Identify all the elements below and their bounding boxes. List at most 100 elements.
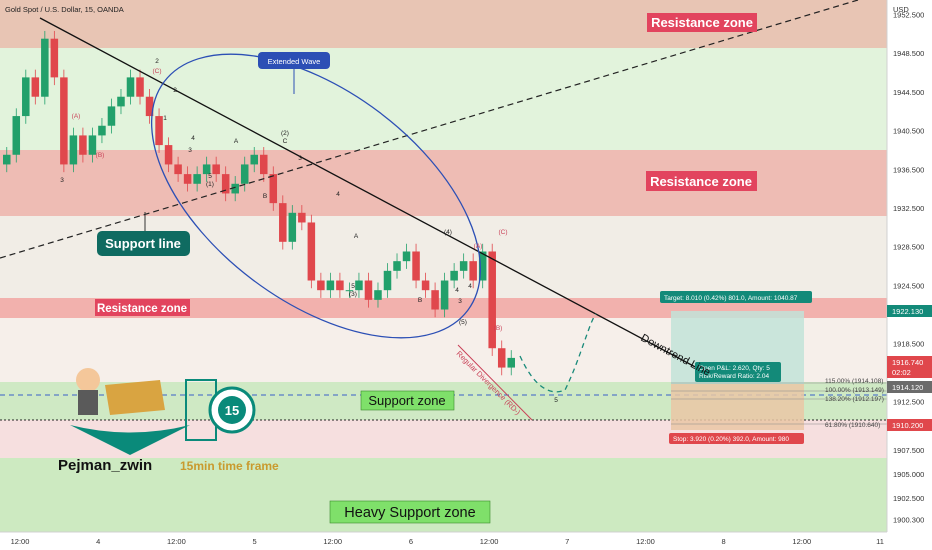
wave-label: 5 (208, 173, 212, 180)
candle-body (164, 145, 173, 165)
logo-gold-pile (105, 380, 165, 415)
support-zone-label: Support zone (368, 393, 445, 408)
stop-label: Stop: 3.920 (0.20%) 392.0, Amount: 980 (673, 436, 789, 443)
price-tick-label: 1940.500 (893, 127, 924, 136)
wave-label: (2) (281, 130, 289, 137)
logo-ribbon (70, 425, 190, 455)
logo-clock-face (218, 396, 246, 424)
author-logo: 15 Pejman_zwin 15min time frame (58, 368, 279, 474)
time-tick-label: 12:00 (480, 537, 499, 546)
candle-body (41, 38, 49, 97)
price-axis[interactable] (887, 0, 932, 532)
candle-body (345, 290, 354, 292)
logo-badge: 15 (225, 403, 239, 418)
candle-body (69, 135, 78, 165)
price-tick-label: 1902.500 (893, 494, 924, 503)
price-tick-label: 1928.500 (893, 243, 924, 252)
heavy-support-zone-label: Heavy Support zone (344, 505, 475, 521)
price-tick-label: 1948.500 (893, 49, 924, 58)
time-tick-label: 12:00 (636, 537, 655, 546)
wave-label: 5 (351, 283, 355, 290)
candle-body (155, 116, 163, 146)
candle-body (269, 174, 278, 204)
price-tag-1914-text: 1914.120 (892, 383, 923, 392)
candle-body (317, 280, 325, 291)
price-tick-label: 1912.500 (893, 397, 924, 406)
candle-body (50, 38, 59, 78)
wave-label: 4 (336, 191, 340, 198)
candle-body (193, 174, 201, 184)
candle-body (136, 77, 144, 97)
logo-author: Pejman_zwin (58, 457, 152, 474)
time-tick-label: 12:00 (323, 537, 342, 546)
price-tick-label: 1918.500 (893, 339, 924, 348)
wave-label: (C) (152, 68, 161, 75)
candle-body (440, 280, 449, 310)
candle-body (431, 290, 439, 310)
candlestick-series (3, 30, 515, 376)
price-tag-1910 (887, 419, 932, 431)
countdown-text: 02:02 (892, 368, 911, 377)
price-tag-current (887, 305, 932, 317)
wave-label: 2 (173, 87, 177, 94)
candle-body (231, 183, 239, 194)
wave-label: 3 (188, 147, 192, 154)
target-label-box (660, 291, 812, 303)
wave-labels: 2(C)12345(2)CAB(1)345(3)AB(A)(B)(4)(5)34… (60, 58, 558, 404)
symbol-title: Gold Spot / U.S. Dollar, 15, OANDA (5, 5, 124, 14)
support-line-label: Support line (105, 236, 181, 251)
candle-body (279, 203, 287, 242)
candle-body (374, 290, 382, 300)
time-tick-label: 12:00 (167, 537, 186, 546)
candle-body (336, 280, 344, 291)
fib-label-138: 138.20% (1912.197) (825, 396, 884, 403)
resistance-zone-low-label: Resistance zone (97, 303, 187, 315)
currency-label: USD (893, 5, 909, 14)
resistance-zone-low-label-box (95, 299, 190, 316)
candle-body (145, 96, 154, 117)
candle-body (22, 77, 30, 117)
candle-body (288, 212, 297, 242)
price-tick-label: 1944.500 (893, 88, 924, 97)
candle-body (107, 106, 116, 126)
time-ticks: 12:00 4 12:00 5 12:00 6 12:00 7 12:00 8 12:00 11 (11, 537, 884, 546)
price-tick-label: 1936.500 (893, 165, 924, 174)
open-pl-label: Open P&L: 2.620, Qty: 5 (699, 365, 770, 372)
divergence-line (457, 344, 533, 421)
wave-label: 2 (155, 58, 159, 65)
time-tick-label: 5 (252, 537, 256, 546)
candle-body (459, 261, 468, 271)
support-line-label-box (97, 231, 190, 256)
wave-label: (4) (444, 229, 452, 236)
projection-path (519, 313, 597, 393)
price-tag-last (887, 356, 932, 378)
open-pl-box (695, 362, 781, 382)
price-tick-label: 1952.500 (893, 11, 924, 20)
wave-label: 4 (468, 283, 472, 290)
wave-label: (A) (474, 243, 483, 250)
candle-body (212, 164, 220, 175)
price-tag-1914 (887, 381, 932, 393)
wave-label: 3 (458, 298, 462, 305)
candle-body (402, 251, 411, 262)
downtrend-line (39, 17, 717, 379)
fib-label-61: 61.80% (1910.640) (825, 422, 880, 429)
wave-label: 5 (554, 397, 558, 404)
candle-body (469, 261, 477, 281)
candle-body (183, 174, 192, 184)
wave-label: (3) (349, 291, 357, 298)
time-tick-label: 11 (876, 537, 884, 546)
wave-label: 1 (163, 115, 167, 122)
candle-body (383, 270, 392, 291)
candle-body (126, 77, 135, 97)
price-tag-current-text: 1922.130 (892, 307, 923, 316)
candle-body (355, 280, 363, 291)
time-axis[interactable] (0, 532, 932, 550)
candle-body (298, 212, 306, 223)
wave-label: 4 (455, 287, 459, 294)
resistance-zone-mid-label: Resistance zone (650, 174, 752, 189)
wave-label: C (283, 138, 288, 145)
wave-label: A (354, 233, 359, 240)
price-tick-label: 1907.500 (893, 446, 924, 455)
